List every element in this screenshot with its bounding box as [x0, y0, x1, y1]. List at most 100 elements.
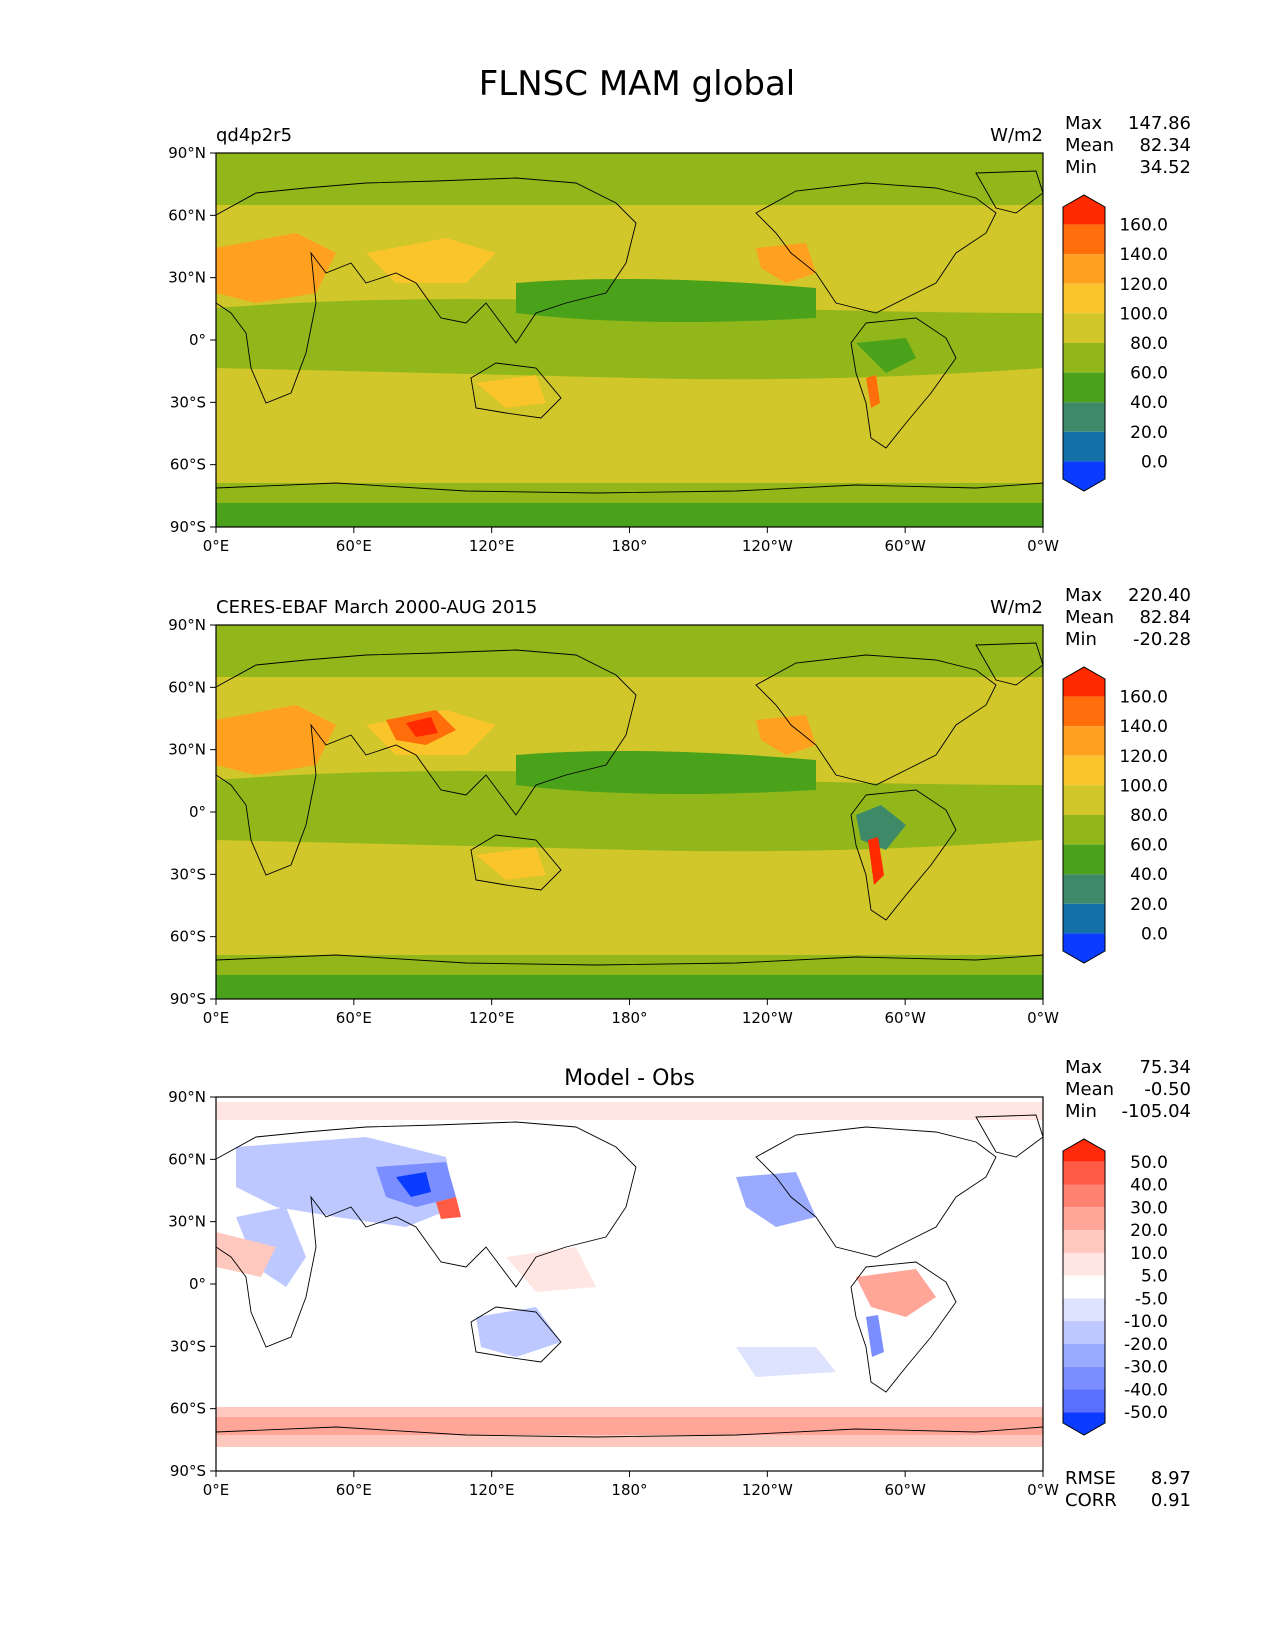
x-tick-label: 0°W [1027, 537, 1059, 555]
x-tick-label: 180° [611, 1009, 647, 1027]
x-tick-label: 120°W [742, 1481, 793, 1499]
colorbar-swatch [1063, 1298, 1105, 1322]
colorbar-swatch [1063, 1366, 1105, 1390]
y-tick-label: 30°N [168, 741, 206, 759]
figure-title: FLNSC MAM global [479, 64, 796, 104]
colorbar-swatch [1063, 372, 1105, 403]
stat-value: 82.34 [1139, 135, 1191, 156]
colorbar-label: 120.0 [1119, 275, 1168, 295]
colorbar-label: 40.0 [1130, 1176, 1168, 1196]
colorbar-swatch [1063, 1343, 1105, 1367]
y-tick-label: 30°N [168, 269, 206, 287]
colorbar: 160.0 140.0 120.0 100.0 80.0 60.0 40.0 20.0 0.0 [1062, 666, 1168, 964]
colorbar: 50.0 40.030.0 20.0 10.0 5.0-5.0 -10.0 -20.0 -30… [1062, 1138, 1168, 1436]
colorbar-swatch [1063, 313, 1105, 343]
y-tick-label: 60°N [168, 1150, 206, 1168]
stat-value: 34.52 [1139, 157, 1191, 178]
y-tick-label: 30°S [170, 393, 206, 411]
panel-left-label: CERES-EBAF March 2000-AUG 2015 [216, 597, 537, 618]
colorbar-swatch [1063, 461, 1105, 491]
x-tick-label: 120°W [742, 537, 793, 555]
x-tick-label: 120°E [469, 1481, 515, 1499]
stat-value: 82.84 [1139, 607, 1191, 628]
colorbar-label: 80.0 [1130, 334, 1168, 354]
colorbar-swatch [1063, 1321, 1105, 1344]
colorbar-label: 60.0 [1130, 836, 1168, 856]
colorbar: 160.0 140.0 120.0 100.0 80.0 60.0 40.0 20.0 0.0 [1062, 194, 1168, 492]
colorbar-swatch [1063, 874, 1105, 904]
x-tick-label: 0°E [203, 1481, 230, 1499]
colorbar-label: -20.0 [1124, 1335, 1168, 1355]
y-tick-label: 0° [189, 803, 206, 821]
colorbar-swatch [1063, 283, 1105, 314]
colorbar-swatch [1063, 844, 1105, 875]
colorbar-swatch [1063, 785, 1105, 815]
stat-value: 147.86 [1128, 113, 1191, 134]
stat-label: Max [1065, 1057, 1103, 1078]
x-tick-label: 60°W [884, 1009, 926, 1027]
y-tick-label: 90°N [168, 144, 206, 162]
colorbar-label: 30.0 [1130, 1198, 1168, 1218]
stat-label: RMSE [1065, 1468, 1116, 1489]
stat-value: -0.50 [1144, 1079, 1191, 1100]
colorbar-label: 120.0 [1119, 747, 1168, 767]
y-tick-label: 60°S [170, 456, 206, 474]
colorbar-swatch [1063, 1161, 1105, 1185]
y-tick-label: 0° [189, 1275, 206, 1293]
map-field-obs [216, 625, 1043, 999]
colorbar-swatch [1063, 1207, 1105, 1231]
y-tick-label: 30°S [170, 865, 206, 883]
panel-units: W/m2 [990, 125, 1043, 146]
colorbar-swatch [1063, 343, 1105, 373]
stat-label: Min [1065, 629, 1097, 650]
y-tick-label: 60°N [168, 206, 206, 224]
y-tick-label: 90°S [170, 518, 206, 536]
x-tick-label: 60°E [336, 1481, 372, 1499]
stat-label: Max [1065, 585, 1103, 606]
stat-value: -105.04 [1122, 1101, 1191, 1122]
panel-obs: 0°E 60°E 120°E 180° 120°W 60°W 0°W 90°N 60°N 30°N… [168, 585, 1191, 1027]
colorbar-swatch [1063, 1389, 1105, 1413]
stat-value: 0.91 [1151, 1490, 1191, 1511]
colorbar-label: 140.0 [1119, 245, 1168, 265]
colorbar-label: 40.0 [1130, 865, 1168, 885]
colorbar-label: 0.0 [1141, 452, 1168, 472]
x-tick-label: 60°W [884, 537, 926, 555]
colorbar-label: 10.0 [1130, 1244, 1168, 1264]
colorbar-label: 40.0 [1130, 393, 1168, 413]
x-tick-label: 0°E [203, 537, 230, 555]
colorbar-label: -5.0 [1135, 1289, 1168, 1309]
colorbar-label: 20.0 [1130, 423, 1168, 443]
x-tick-label: 180° [611, 537, 647, 555]
stat-label: Max [1065, 113, 1103, 134]
y-tick-label: 60°N [168, 678, 206, 696]
y-tick-label: 0° [189, 331, 206, 349]
x-tick-label: 0°W [1027, 1009, 1059, 1027]
colorbar-outline [1062, 1138, 1106, 1436]
y-tick-label: 60°S [170, 1400, 206, 1418]
panel-diff: 0°E 60°E 120°E 180° 120°W 60°W 0°W 90°N 60°N 30°N… [168, 1057, 1191, 1511]
colorbar-swatch [1063, 726, 1105, 756]
colorbar-swatch [1063, 1184, 1105, 1208]
colorbar-swatch [1063, 195, 1105, 225]
colorbar-label: 80.0 [1130, 806, 1168, 826]
stat-label: CORR [1065, 1490, 1117, 1511]
panel-model: 0°E 60°E 120°E 180° 120°W 60°W 0°W 90°N 60°N 30°N… [168, 113, 1191, 555]
colorbar-label: 100.0 [1119, 776, 1168, 796]
colorbar-swatch [1063, 1412, 1105, 1435]
colorbar-swatch [1063, 224, 1105, 255]
colorbar-label: 160.0 [1119, 688, 1168, 708]
panel-units: W/m2 [990, 597, 1043, 618]
colorbar-label: -30.0 [1124, 1358, 1168, 1378]
panel-center-label: Model - Obs [564, 1066, 695, 1091]
colorbar-swatch [1063, 815, 1105, 845]
x-tick-label: 180° [611, 1481, 647, 1499]
stat-label: Min [1065, 157, 1097, 178]
x-tick-label: 60°E [336, 1009, 372, 1027]
colorbar-swatch [1063, 431, 1105, 462]
y-tick-label: 60°S [170, 928, 206, 946]
x-tick-label: 0°E [203, 1009, 230, 1027]
colorbar-label: 20.0 [1130, 1221, 1168, 1241]
x-tick-label: 0°W [1027, 1481, 1059, 1499]
